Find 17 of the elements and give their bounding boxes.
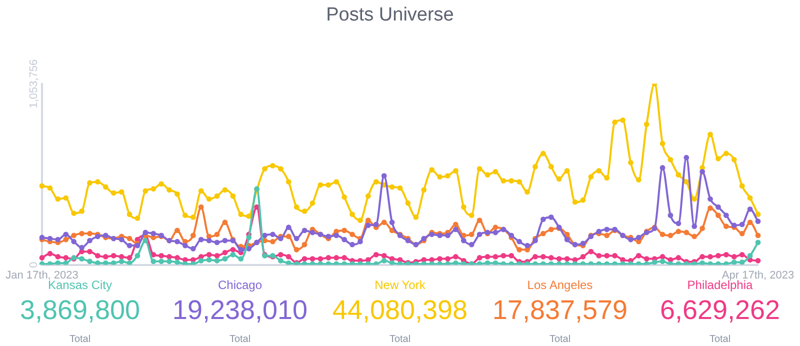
y-tick-label: 1,053,756 xyxy=(28,59,40,108)
text: Los Angeles xyxy=(526,278,594,292)
y-tick-label: 0 xyxy=(28,262,40,268)
text: New York xyxy=(374,278,426,292)
text: Total xyxy=(548,334,572,345)
text: Chicago xyxy=(216,278,264,292)
text: 6,629,262 xyxy=(658,294,782,326)
text: 17,837,579 xyxy=(491,294,629,326)
text: Total xyxy=(388,334,412,345)
text: 3,869,800 xyxy=(18,294,142,326)
text: Total xyxy=(708,334,732,345)
chart-title: Posts Universe xyxy=(326,4,454,26)
x-tick-label: Apr 17th, 2023 xyxy=(722,269,794,282)
text: 44,080,398 xyxy=(331,294,469,326)
text: 19,238,010 xyxy=(171,294,309,326)
text: Total xyxy=(228,334,252,345)
text: Total xyxy=(68,334,92,345)
